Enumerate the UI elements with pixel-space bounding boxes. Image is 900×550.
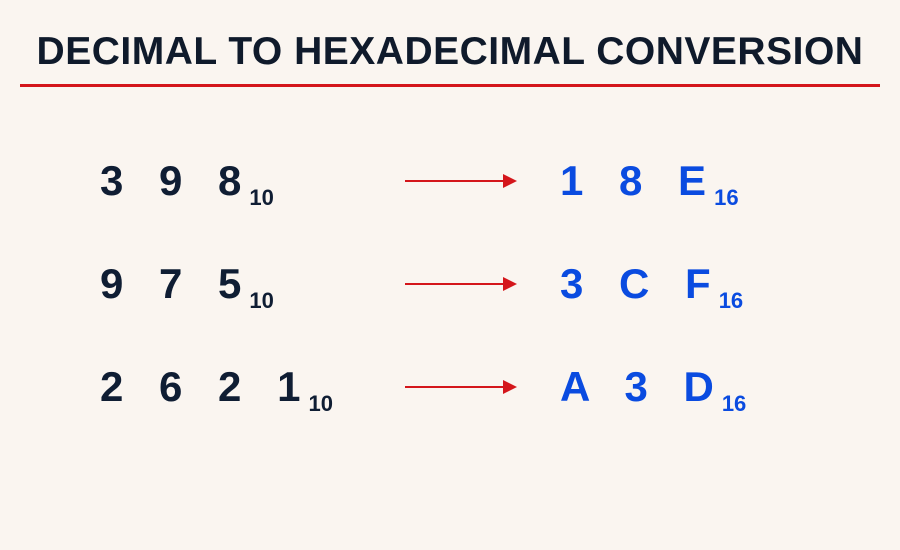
conversion-row: 9 7 5 10 3 C F 16 (100, 260, 820, 308)
hex-digits: A 3 D (560, 363, 726, 411)
hex-base-subscript: 16 (722, 391, 746, 417)
conversion-rows: 3 9 8 10 1 8 E 16 9 7 5 10 3 C F 16 (20, 157, 880, 411)
decimal-digits: 3 9 8 (100, 157, 253, 205)
arrow-icon (385, 180, 535, 182)
decimal-value: 9 7 5 10 (100, 260, 360, 308)
decimal-value: 3 9 8 10 (100, 157, 360, 205)
arrow-icon (385, 283, 535, 285)
hex-digits: 3 C F (560, 260, 723, 308)
title-underline (20, 84, 880, 87)
conversion-diagram: DECIMAL TO HEXADECIMAL CONVERSION 3 9 8 … (0, 0, 900, 550)
hex-value: 1 8 E 16 (560, 157, 820, 205)
decimal-digits: 9 7 5 (100, 260, 253, 308)
decimal-digits: 2 6 2 1 (100, 363, 312, 411)
hex-digits: 1 8 E (560, 157, 718, 205)
hex-value: A 3 D 16 (560, 363, 820, 411)
conversion-row: 2 6 2 1 10 A 3 D 16 (100, 363, 820, 411)
conversion-row: 3 9 8 10 1 8 E 16 (100, 157, 820, 205)
page-title: DECIMAL TO HEXADECIMAL CONVERSION (20, 30, 880, 74)
decimal-base-subscript: 10 (249, 288, 273, 314)
hex-value: 3 C F 16 (560, 260, 820, 308)
decimal-base-subscript: 10 (249, 185, 273, 211)
arrow-icon (385, 386, 535, 388)
decimal-base-subscript: 10 (308, 391, 332, 417)
decimal-value: 2 6 2 1 10 (100, 363, 360, 411)
hex-base-subscript: 16 (714, 185, 738, 211)
hex-base-subscript: 16 (719, 288, 743, 314)
